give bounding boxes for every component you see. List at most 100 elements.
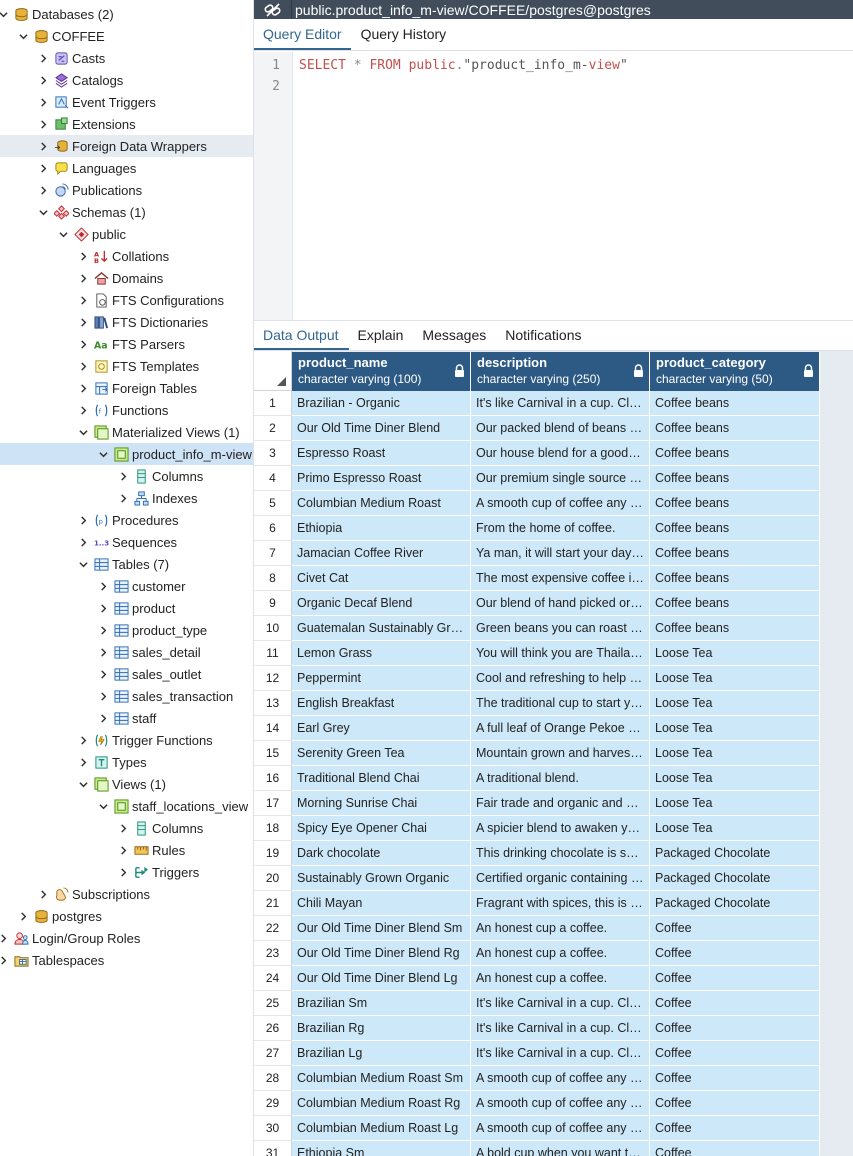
table-cell[interactable]: Peppermint xyxy=(292,666,471,691)
row-number[interactable]: 30 xyxy=(254,1116,292,1141)
tree-node-sequences[interactable]: 1..3 Sequences xyxy=(75,531,177,553)
grid-corner[interactable] xyxy=(254,351,292,391)
table-cell[interactable]: Packaged Chocolate xyxy=(650,866,820,891)
table-cell[interactable]: Dark chocolate xyxy=(292,841,471,866)
table-cell[interactable]: Chili Mayan xyxy=(292,891,471,916)
table-cell[interactable]: Coffee xyxy=(650,1141,820,1156)
row-number[interactable]: 15 xyxy=(254,741,292,766)
table-cell[interactable]: Loose Tea xyxy=(650,641,820,666)
row-number[interactable]: 18 xyxy=(254,816,292,841)
table-cell[interactable]: Packaged Chocolate xyxy=(650,841,820,866)
row-number[interactable]: 7 xyxy=(254,541,292,566)
table-cell[interactable]: The most expensive coffee in the world. xyxy=(471,566,650,591)
chevron-right-icon[interactable] xyxy=(75,361,91,371)
tab-explain[interactable]: Explain xyxy=(357,327,404,343)
table-cell[interactable]: A traditional blend. xyxy=(471,766,650,791)
tree-node-fts-templates[interactable]: FTS Templates xyxy=(75,355,199,377)
table-cell[interactable]: An honest cup a coffee. xyxy=(471,966,650,991)
table-cell[interactable]: Organic Decaf Blend xyxy=(292,591,471,616)
tree-node-columns[interactable]: Columns xyxy=(115,465,203,487)
chevron-right-icon[interactable] xyxy=(95,691,111,701)
row-number[interactable]: 17 xyxy=(254,791,292,816)
tree-node-staff-locations-view[interactable]: staff_locations_view xyxy=(95,795,248,817)
row-number[interactable]: 19 xyxy=(254,841,292,866)
table-cell[interactable]: Ethiopia Sm xyxy=(292,1141,471,1156)
tree-node-indexes[interactable]: Indexes xyxy=(115,487,198,509)
table-cell[interactable]: Loose Tea xyxy=(650,716,820,741)
table-cell[interactable]: Columbian Medium Roast xyxy=(292,491,471,516)
table-cell[interactable]: Ya man, it will start your day off right… xyxy=(471,541,650,566)
table-cell[interactable]: A smooth cup of coffee any time of day. xyxy=(471,491,650,516)
tree-node-login-group-roles[interactable]: Login/Group Roles xyxy=(0,927,140,949)
chevron-right-icon[interactable] xyxy=(95,603,111,613)
table-cell[interactable]: An honest cup a coffee. xyxy=(471,916,650,941)
table-cell[interactable]: Coffee xyxy=(650,916,820,941)
chevron-down-icon[interactable] xyxy=(95,802,111,811)
column-header-description[interactable]: description character varying (250) xyxy=(471,352,650,391)
tab-query-editor[interactable]: Query Editor xyxy=(254,26,351,50)
table-cell[interactable]: Traditional Blend Chai xyxy=(292,766,471,791)
table-cell[interactable]: Coffee beans xyxy=(650,516,820,541)
chevron-right-icon[interactable] xyxy=(75,735,91,745)
table-cell[interactable]: Our Old Time Diner Blend Lg xyxy=(292,966,471,991)
chevron-right-icon[interactable] xyxy=(115,823,131,833)
tree-node-domains[interactable]: Domains xyxy=(75,267,163,289)
table-cell[interactable]: It's like Carnival in a cup. Clean and s… xyxy=(471,1041,650,1066)
row-number[interactable]: 12 xyxy=(254,666,292,691)
chevron-right-icon[interactable] xyxy=(75,383,91,393)
tree-node-trigger-functions[interactable]: Trigger Functions xyxy=(75,729,213,751)
chevron-down-icon[interactable] xyxy=(95,450,111,459)
row-number[interactable]: 14 xyxy=(254,716,292,741)
table-cell[interactable]: Coffee xyxy=(650,991,820,1016)
tree-node-fts-configurations[interactable]: FTS Configurations xyxy=(75,289,224,311)
chevron-right-icon[interactable] xyxy=(95,713,111,723)
chevron-down-icon[interactable] xyxy=(75,560,91,569)
table-cell[interactable]: An honest cup a coffee. xyxy=(471,941,650,966)
table-cell[interactable]: Packaged Chocolate xyxy=(650,891,820,916)
table-cell[interactable]: Jamacian Coffee River xyxy=(292,541,471,566)
sql-editor[interactable]: 1 2 SELECT * FROM public."product_info_m… xyxy=(254,52,853,320)
tree-node-views-1[interactable]: Views (1) xyxy=(75,773,166,795)
tree-node-foreign-tables[interactable]: Foreign Tables xyxy=(75,377,197,399)
tree-node-product-info-m-view[interactable]: product_info_m-view xyxy=(0,443,253,465)
chevron-right-icon[interactable] xyxy=(35,75,51,85)
chevron-right-icon[interactable] xyxy=(75,339,91,349)
chevron-right-icon[interactable] xyxy=(35,889,51,899)
chevron-right-icon[interactable] xyxy=(35,119,51,129)
tab-query-history[interactable]: Query History xyxy=(360,26,447,42)
table-cell[interactable]: A smooth cup of coffee any time of day. xyxy=(471,1066,650,1091)
table-cell[interactable]: Our packed blend of beans that is remini… xyxy=(471,416,650,441)
chevron-right-icon[interactable] xyxy=(35,163,51,173)
chevron-right-icon[interactable] xyxy=(35,141,51,151)
table-cell[interactable]: Coffee beans xyxy=(650,616,820,641)
tree-node-languages[interactable]: Languages xyxy=(35,157,136,179)
chevron-right-icon[interactable] xyxy=(95,581,111,591)
table-cell[interactable]: From the home of coffee. xyxy=(471,516,650,541)
chevron-right-icon[interactable] xyxy=(0,933,11,943)
chevron-down-icon[interactable] xyxy=(55,230,71,239)
row-number[interactable]: 13 xyxy=(254,691,292,716)
table-cell[interactable]: Loose Tea xyxy=(650,666,820,691)
table-cell[interactable]: Brazilian Rg xyxy=(292,1016,471,1041)
tree-node-fts-dictionaries[interactable]: FTS Dictionaries xyxy=(75,311,208,333)
table-cell[interactable]: Espresso Roast xyxy=(292,441,471,466)
chevron-down-icon[interactable] xyxy=(15,32,31,41)
row-number[interactable]: 28 xyxy=(254,1066,292,1091)
chevron-right-icon[interactable] xyxy=(95,625,111,635)
table-cell[interactable]: Ethiopia xyxy=(292,516,471,541)
chevron-right-icon[interactable] xyxy=(75,537,91,547)
row-number[interactable]: 25 xyxy=(254,991,292,1016)
chevron-right-icon[interactable] xyxy=(15,911,31,921)
connection-link-icon[interactable] xyxy=(254,0,292,19)
table-cell[interactable]: Columbian Medium Roast Sm xyxy=(292,1066,471,1091)
row-number[interactable]: 4 xyxy=(254,466,292,491)
table-cell[interactable]: Our Old Time Diner Blend Sm xyxy=(292,916,471,941)
chevron-right-icon[interactable] xyxy=(75,757,91,767)
chevron-down-icon[interactable] xyxy=(35,208,51,217)
table-cell[interactable]: Coffee xyxy=(650,1066,820,1091)
table-cell[interactable]: Lemon Grass xyxy=(292,641,471,666)
table-cell[interactable]: Guatemalan Sustainably Grown xyxy=(292,616,471,641)
row-number[interactable]: 22 xyxy=(254,916,292,941)
table-cell[interactable]: Mountain grown and harvested. xyxy=(471,741,650,766)
table-cell[interactable]: A full leaf of Orange Pekoe blend. xyxy=(471,716,650,741)
